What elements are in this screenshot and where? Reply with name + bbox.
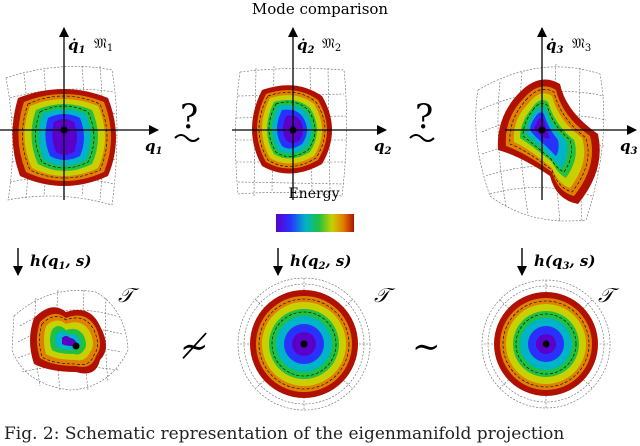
figure-title: Mode comparison [251,0,389,18]
target-label-1: 𝒯 [118,283,140,307]
qdot-label-3: q̇3 [546,36,564,56]
map-label-3: h(q3, s) [534,252,595,272]
figure-caption: Fig. 2: Schematic representation of the … [4,424,565,444]
q-label-3: q3 [620,137,638,157]
manifold-3 [475,27,637,223]
manifold-label-1: 𝔐1 [94,36,113,54]
manifold-1 [0,27,159,206]
relation-top-2: ? [409,97,435,142]
legend-label: Energy [288,186,339,202]
manifold-label-3: 𝔐3 [572,36,591,54]
energy-colorbar [276,214,354,232]
manifold-label-2: 𝔐2 [322,36,341,54]
projection-2 [237,277,371,411]
map-label-1: h(q1, s) [30,252,91,272]
projection-3 [481,279,611,409]
q-label-2: q2 [374,137,392,157]
relation-bottom-1: ≁ [180,327,209,367]
relation-bottom-2: ∼ [412,327,441,367]
map-label-2: h(q2, s) [290,252,351,272]
projection-1 [11,289,129,391]
svg-text:?: ? [180,97,198,137]
qdot-label-2: q̇2 [297,36,315,56]
target-label-2: 𝒯 [374,283,396,307]
manifold-2 [232,27,387,200]
relation-top-1: ? [174,97,200,142]
svg-text:?: ? [415,97,433,137]
q-label-1: q1 [145,137,162,157]
qdot-label-1: q̇1 [68,36,85,56]
target-label-3: 𝒯 [598,283,620,307]
